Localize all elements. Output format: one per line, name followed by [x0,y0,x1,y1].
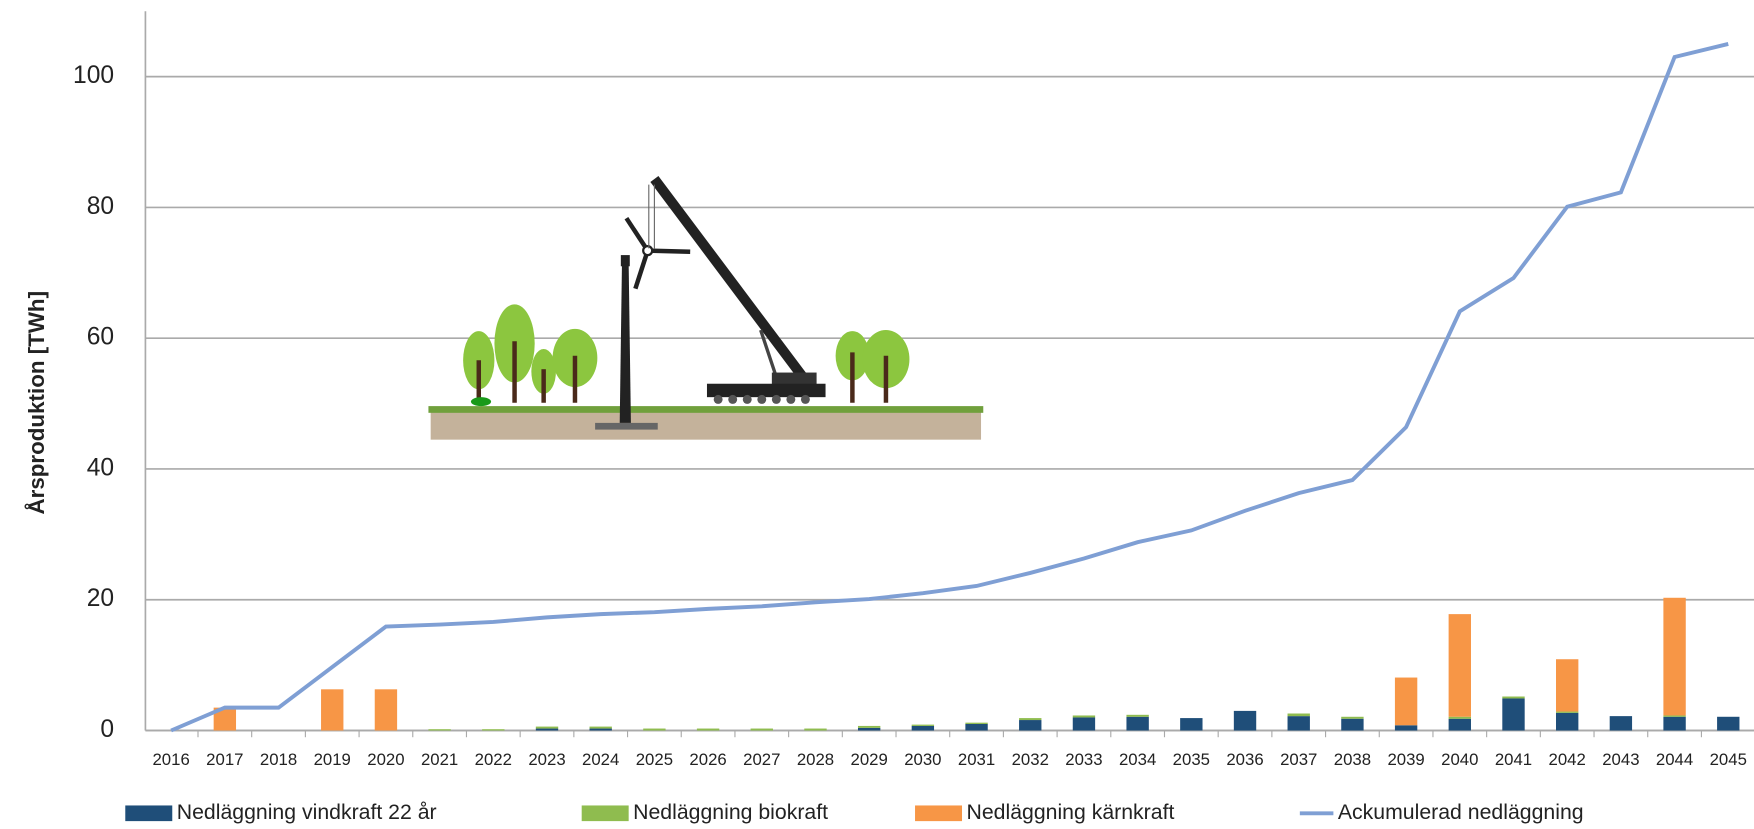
legend-label: Ackumulerad nedläggning [1338,800,1584,824]
legend-swatch [125,805,172,821]
legend-swatch [915,805,962,821]
bar [912,726,934,731]
x-tick-label: 2021 [421,750,458,769]
y-tick-label: 80 [87,193,114,220]
bar [1288,716,1310,730]
x-tick-label: 2029 [851,750,888,769]
x-tick-label: 2024 [582,750,619,769]
bar [321,689,343,730]
bar [1395,725,1417,730]
bar [1073,715,1095,717]
bar [1180,718,1202,730]
y-tick-label: 20 [87,585,114,612]
bar [1341,719,1363,731]
legend-label: Nedläggning kärnkraft [966,800,1174,824]
x-tick-label: 2028 [797,750,834,769]
bar [590,729,612,731]
bar [1610,716,1632,730]
bar [912,725,934,726]
bar [1126,717,1148,731]
x-tick-label: 2040 [1441,750,1478,769]
bar [1288,714,1310,717]
bar [1126,715,1148,717]
bar [482,729,504,730]
bar [1395,678,1417,726]
bar [1341,717,1363,719]
bar [804,729,826,731]
x-tick-label: 2034 [1119,750,1156,769]
bar [1556,712,1578,713]
x-tick-label: 2030 [904,750,941,769]
bar [1073,717,1095,730]
x-tick-label: 2018 [260,750,297,769]
bar [858,726,880,728]
bar [1556,713,1578,731]
bar [1717,717,1739,731]
x-tick-label: 2019 [314,750,351,769]
bar [1449,719,1471,731]
chart: 0204060801002016201720182019202020212022… [0,0,1754,829]
legend-swatch [582,805,629,821]
illustration [428,179,983,440]
bar [1663,715,1685,716]
bar [590,727,612,729]
y-tick-label: 60 [87,324,114,351]
bar [428,729,450,730]
x-tick-label: 2026 [689,750,726,769]
legend-label: Nedläggning vindkraft 22 år [177,800,437,824]
x-tick-label: 2035 [1173,750,1210,769]
x-tick-label: 2032 [1012,750,1049,769]
bar [1502,698,1524,730]
x-tick-label: 2041 [1495,750,1532,769]
x-tick-label: 2016 [152,750,189,769]
line [171,44,1728,731]
page: {"chart_data": {"type": "bar", "stacked"… [0,0,1754,829]
x-tick-label: 2038 [1334,750,1371,769]
bar [536,729,558,731]
y-tick-label: 40 [87,454,114,481]
x-tick-label: 2045 [1710,750,1747,769]
bar [697,729,719,731]
x-tick-label: 2022 [475,750,512,769]
bar [1449,614,1471,717]
x-tick-label: 2039 [1387,750,1424,769]
bar [751,729,773,731]
bar [375,689,397,730]
x-tick-label: 2023 [528,750,565,769]
y-tick-label: 100 [73,62,114,89]
bar [858,728,880,731]
bar [1663,598,1685,716]
x-tick-label: 2020 [367,750,404,769]
x-tick-label: 2027 [743,750,780,769]
x-tick-label: 2044 [1656,750,1693,769]
bar [643,729,665,731]
x-tick-label: 2017 [206,750,243,769]
y-tick-label: 0 [100,716,114,743]
x-tick-label: 2043 [1602,750,1639,769]
y-axis-label: Årsproduktion [TWh] [23,291,49,515]
bar [1449,717,1471,719]
x-tick-label: 2025 [636,750,673,769]
bar [1019,718,1041,720]
bar [536,727,558,729]
bar [965,724,987,731]
x-tick-label: 2031 [958,750,995,769]
legend: Nedläggning vindkraft 22 år Nedläggning b… [125,800,1583,824]
bar [1556,659,1578,711]
bar [1234,711,1256,731]
bar [1019,720,1041,730]
bar [965,723,987,724]
x-tick-label: 2042 [1549,750,1586,769]
bar [1663,717,1685,731]
bar [1502,697,1524,699]
x-tick-label: 2036 [1226,750,1263,769]
x-tick-label: 2033 [1065,750,1102,769]
legend-label: Nedläggning biokraft [633,800,828,824]
x-tick-label: 2037 [1280,750,1317,769]
